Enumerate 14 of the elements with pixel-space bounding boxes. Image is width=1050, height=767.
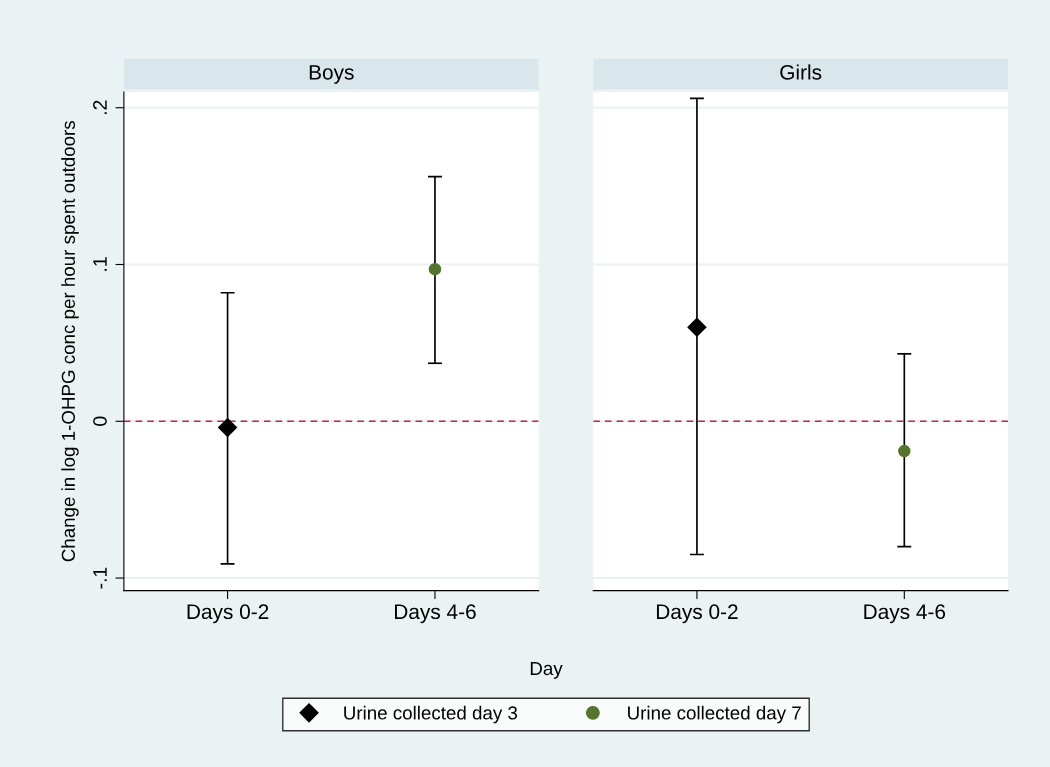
y-tick-label: .2 xyxy=(93,100,107,115)
x-axis-title: Day xyxy=(530,662,563,679)
x-tick-label: Days 0-2 xyxy=(187,604,269,624)
y-axis-title: Change in log 1-OHPG conc per hour spent outdoors xyxy=(61,121,79,562)
legend-label: Urine collected day 3 xyxy=(344,705,518,724)
chart-title: Boys xyxy=(309,65,354,84)
chart-title: Girls xyxy=(780,64,822,80)
y-tick-label: 0 xyxy=(93,416,107,426)
legend-label: Urine collected day 7 xyxy=(628,705,801,724)
y-tick-label: -.1 xyxy=(93,567,107,589)
x-tick-label: Days 4-6 xyxy=(864,604,946,624)
x-tick-label: Days 0-2 xyxy=(656,604,738,624)
y-tick-label: .1 xyxy=(93,257,107,271)
x-tick-label: Days 4-6 xyxy=(394,604,476,624)
